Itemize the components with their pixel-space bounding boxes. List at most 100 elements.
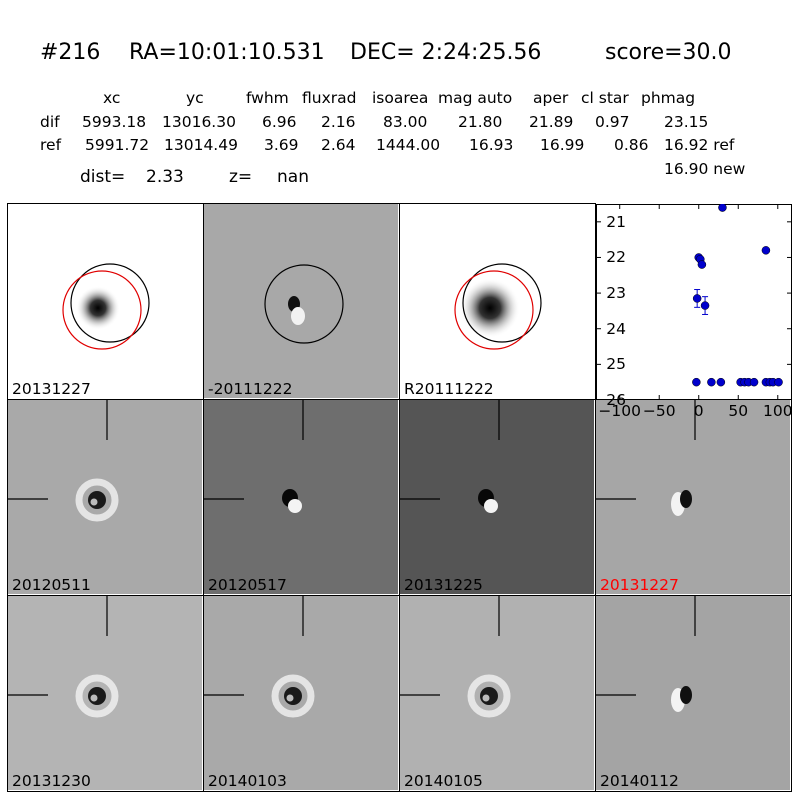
cutout-panel: 20131227 (8, 204, 202, 398)
cutout-date-label: 20120517 (208, 576, 287, 594)
cutout-panel: 20131227 (596, 400, 790, 594)
source-blob (480, 687, 498, 705)
cutout-panel: -20111222 (204, 204, 398, 398)
cutout-panel: 20131230 (8, 596, 202, 790)
col-cl-star: cl star (581, 89, 629, 107)
cutout-date-label: 20131227 (12, 380, 91, 398)
cutout-panel: 20120517 (204, 400, 398, 594)
col-mag-auto: mag auto (438, 89, 513, 107)
dist-label: dist= (80, 167, 126, 187)
source-blob (680, 490, 692, 508)
cutout-image (204, 400, 304, 513)
x-tick-label: 100 (762, 402, 793, 420)
col-yc: yc (186, 89, 204, 107)
y-tick-label: 24 (606, 319, 626, 338)
dif-phmag: 23.15 (664, 113, 709, 131)
cutout-panel: 20131225 (400, 400, 594, 594)
ref-aper: 16.99 (540, 136, 585, 154)
cutout-image (596, 596, 696, 712)
candidate-id: #216 (40, 40, 101, 65)
light-curve-plot (596, 203, 792, 401)
source-blob (286, 694, 294, 702)
ref-fwhm: 3.69 (264, 136, 299, 154)
source-blob (482, 694, 490, 702)
dist-value: 2.33 (146, 167, 184, 187)
dif-cl-star: 0.97 (595, 113, 630, 131)
z-value: nan (277, 167, 309, 187)
source-blob (288, 499, 302, 513)
cutout-image (400, 596, 511, 718)
z-label: z= (229, 167, 253, 187)
source-blob (75, 478, 119, 522)
data-point (692, 377, 701, 387)
cutout-date-label: 20131225 (404, 576, 483, 594)
col-isoarea: isoarea (372, 89, 429, 107)
data-point (700, 301, 710, 310)
col-xc: xc (103, 89, 121, 107)
data-point (697, 260, 707, 269)
cutout-date-label: 20140105 (404, 772, 483, 790)
score: score=30.0 (605, 40, 732, 65)
dif-mag-auto: 21.80 (458, 113, 503, 131)
source-blob (88, 491, 106, 509)
source-blob (467, 674, 511, 718)
ref-xc: 5991.72 (85, 136, 150, 154)
cutout-date-label: -20111222 (208, 380, 293, 398)
cutout-image (454, 263, 542, 350)
data-point (749, 377, 759, 387)
data-point (707, 377, 716, 387)
x-tick-label: −50 (642, 402, 676, 420)
data-point (716, 377, 726, 387)
y-tick-label: 22 (606, 248, 626, 267)
dif-fwhm: 6.96 (262, 113, 297, 131)
source-blob (680, 686, 692, 704)
x-tick-label: 50 (728, 402, 749, 420)
aperture-circle (462, 263, 542, 343)
y-tick-label: 25 (606, 355, 626, 374)
data-point (761, 246, 771, 255)
dif-yc: 13016.30 (162, 113, 236, 131)
source-blob (90, 694, 98, 702)
source-blob (484, 499, 498, 513)
row-label-dif: dif (40, 113, 60, 131)
cutout-image (400, 400, 500, 513)
cutout-date-label: 20140112 (600, 772, 679, 790)
cutout-image (8, 596, 119, 718)
y-tick-label: 26 (606, 391, 626, 409)
aperture-circle (70, 263, 150, 343)
ref-yc: 13014.49 (164, 136, 238, 154)
cutout-panel: 20140105 (400, 596, 594, 790)
cutout-panel: R20111222 (400, 204, 594, 398)
phmag-new: 16.90 new (664, 160, 746, 178)
cutout-image (8, 400, 119, 522)
source-blob (90, 498, 98, 506)
data-point (718, 203, 727, 212)
dif-fluxrad: 2.16 (321, 113, 356, 131)
cutout-image (264, 264, 344, 344)
cutout-image (62, 263, 150, 350)
source-blob (75, 674, 119, 718)
ref-mag-auto: 16.93 (469, 136, 514, 154)
ra-coordinate: RA=10:01:10.531 (129, 40, 325, 65)
dipole-lobe (291, 307, 305, 325)
source-blob (88, 687, 106, 705)
dec-coordinate: DEC= 2:24:25.56 (350, 40, 542, 65)
aperture-circle (264, 264, 344, 344)
x-tick-label: 0 (693, 402, 704, 420)
dif-xc: 5993.18 (82, 113, 147, 131)
light-curve-svg (596, 203, 792, 401)
cutout-image (204, 596, 315, 718)
data-point (774, 377, 783, 387)
col-aper: aper (533, 89, 569, 107)
dif-aper: 21.89 (529, 113, 574, 131)
ref-isoarea: 1444.00 (376, 136, 441, 154)
x-tick-label: −100 (598, 402, 641, 420)
source-blob (271, 674, 315, 718)
dif-isoarea: 83.00 (383, 113, 428, 131)
row-label-ref: ref (40, 136, 62, 154)
cutout-panel: 20140103 (204, 596, 398, 790)
cutout-panel: 20140112 (596, 596, 790, 790)
cutout-image (596, 400, 696, 516)
source-blob (76, 286, 120, 330)
col-fwhm: fwhm (246, 89, 289, 107)
